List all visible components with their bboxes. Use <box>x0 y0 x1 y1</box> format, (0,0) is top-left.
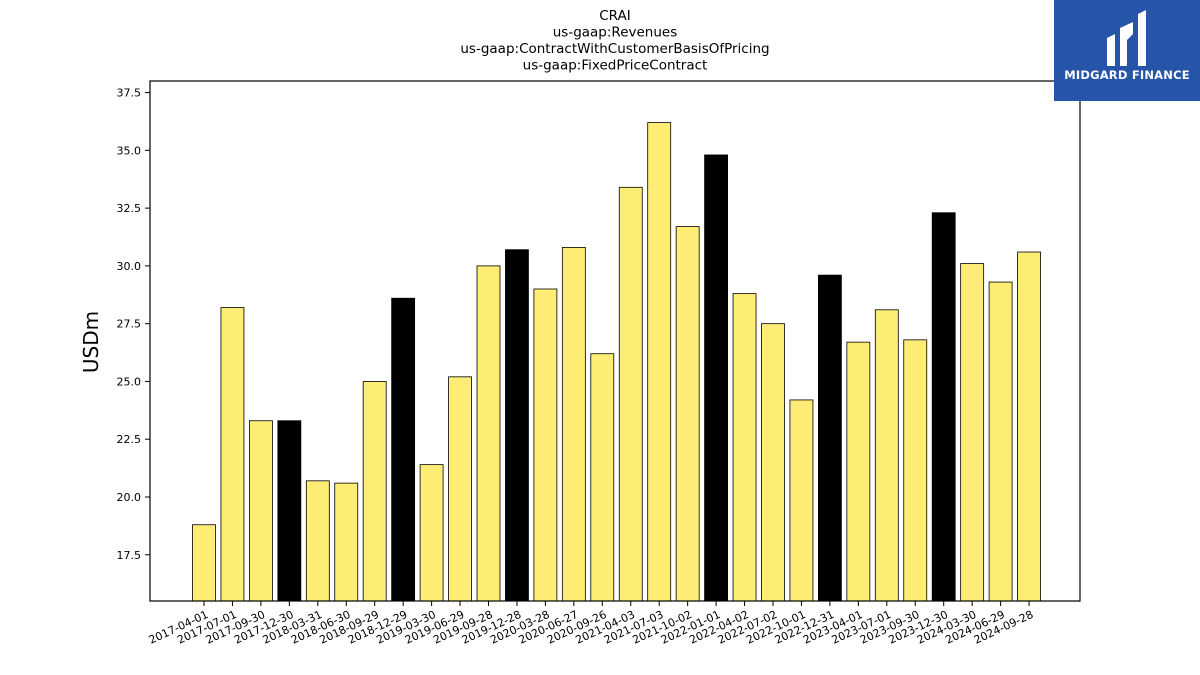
midgard-logo-icon <box>1107 10 1146 66</box>
title-line: CRAI <box>599 8 630 24</box>
y-tick-label: 37.5 <box>117 87 142 100</box>
bar-2018-03-31 <box>305 480 330 602</box>
y-tick-label: 32.5 <box>117 202 142 215</box>
bar-2024-09-28 <box>1017 251 1041 602</box>
bar-2021-07-03 <box>647 122 672 602</box>
bars-group <box>192 122 1041 602</box>
bar-2020-06-27 <box>561 246 586 602</box>
bar-2017-09-30 <box>248 420 273 602</box>
bar-2022-10-01 <box>789 399 814 602</box>
bar-2022-12-31 <box>818 274 842 602</box>
y-tick-label: 27.5 <box>117 318 142 331</box>
bar-2020-03-28 <box>533 288 558 602</box>
y-tick-label: 20.0 <box>117 491 142 504</box>
bar-2018-09-29 <box>362 381 387 602</box>
logo-text: MIDGARD FINANCE <box>1064 68 1190 82</box>
bar-2019-03-30 <box>419 464 444 602</box>
bar-2019-09-28 <box>476 265 501 602</box>
title-line: us-gaap:Revenues <box>553 25 678 41</box>
bar-2019-06-29 <box>448 376 472 602</box>
bar-2023-12-30 <box>931 212 956 602</box>
title-line: us-gaap:ContractWithCustomerBasisOfPrici… <box>460 41 769 57</box>
bar-2017-07-01 <box>220 307 245 602</box>
bar-2021-10-02 <box>675 226 700 602</box>
y-axis-label: USDm <box>79 311 103 373</box>
y-axis: 17.5 20.0 22.5 25.0 27.5 30.0 32.5 35.0 37.5 <box>117 87 150 562</box>
bar-2019-12-28 <box>505 249 529 602</box>
bar-2023-09-30 <box>903 339 928 602</box>
y-tick-label: 35.0 <box>117 144 142 157</box>
bar-2020-09-26 <box>590 353 615 602</box>
bar-2022-04-02 <box>732 293 757 602</box>
chart-title: CRAIus-gaap:Revenuesus-gaap:ContractWith… <box>460 8 769 74</box>
bar-2024-03-30 <box>960 263 985 602</box>
y-tick-label: 25.0 <box>117 375 142 388</box>
bar-2018-06-30 <box>334 482 359 602</box>
x-axis: 2017-04-012017-07-012017-09-302017-12-30… <box>147 601 1035 647</box>
bar-2023-07-01 <box>874 309 899 602</box>
bar-2022-07-02 <box>761 323 785 602</box>
bar-2018-12-29 <box>391 297 416 602</box>
bar-2022-01-01 <box>704 154 728 602</box>
y-tick-label: 17.5 <box>117 549 142 562</box>
bar-2024-06-29 <box>988 281 1013 602</box>
bar-2017-04-01 <box>192 524 216 602</box>
bar-2023-04-01 <box>846 341 871 602</box>
bar-2017-12-30 <box>277 420 302 602</box>
y-tick-label: 22.5 <box>117 433 142 446</box>
title-line: us-gaap:FixedPriceContract <box>523 58 708 74</box>
bar-2021-04-03 <box>618 186 643 602</box>
midgard-finance-logo: MIDGARD FINANCE <box>1054 0 1200 101</box>
plot-frame <box>149 80 1081 602</box>
y-tick-label: 30.0 <box>117 260 142 273</box>
